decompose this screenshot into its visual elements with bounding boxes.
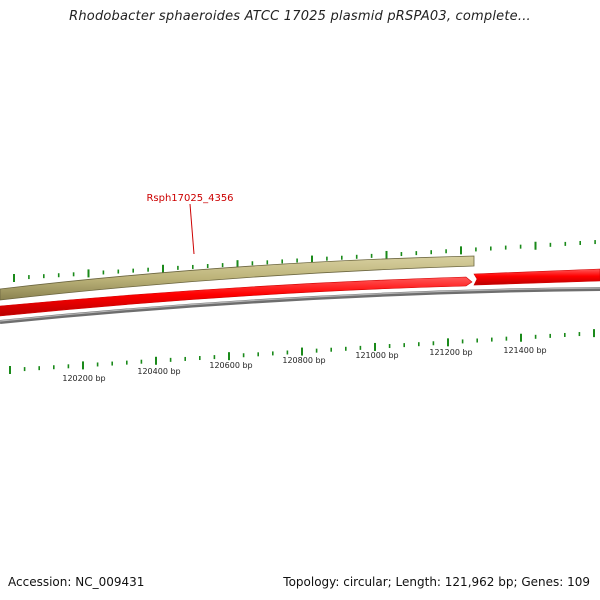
genome-stats-text: Topology: circular; Length: 121,962 bp; … <box>283 575 590 589</box>
inner-gc-ticks <box>9 329 595 374</box>
backbone-line <box>0 287 600 324</box>
ruler-label: 120200 bp <box>62 374 105 383</box>
cds-feature-right[interactable] <box>473 268 600 286</box>
accession-text: Accession: NC_009431 <box>8 575 145 589</box>
gene-label[interactable]: Rsph17025_4356 <box>146 193 233 204</box>
backbone-line-highlight <box>0 287 600 322</box>
map-title: Rhodobacter sphaeroides ATCC 17025 plasm… <box>69 9 531 24</box>
ruler-labels: 120200 bp 120400 bp 120600 bp 120800 bp 1210… <box>62 346 546 383</box>
ruler-label: 120600 bp <box>209 361 252 370</box>
ruler-label: 120400 bp <box>137 367 180 376</box>
cds-feature-left[interactable] <box>0 276 473 317</box>
ruler-label: 120800 bp <box>282 356 325 365</box>
gene-label-leader <box>189 203 195 255</box>
ruler-label: 121000 bp <box>355 351 398 360</box>
ruler-label: 121400 bp <box>503 346 546 355</box>
ruler-label: 121200 bp <box>429 348 472 357</box>
gene-feature-rsph17025-4356[interactable] <box>0 255 475 301</box>
